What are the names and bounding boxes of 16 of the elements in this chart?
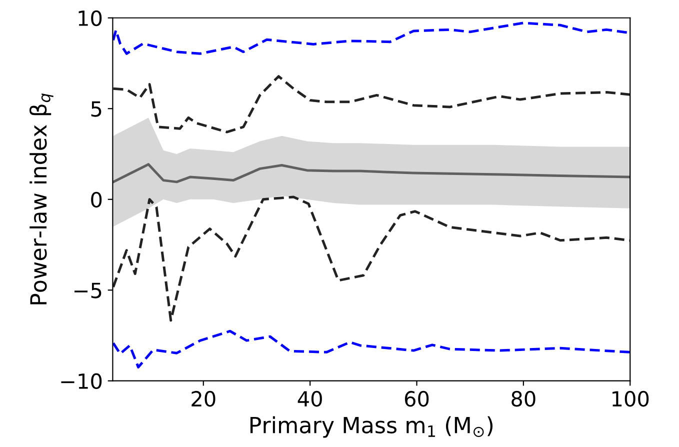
x-tick-label: 80 xyxy=(512,390,536,407)
line-series xyxy=(112,196,630,322)
x-tick-label: 20 xyxy=(192,390,216,407)
x-tick-label: 100 xyxy=(612,390,649,407)
y-tick-label: 0 xyxy=(91,192,102,208)
y-tick-label: 10 xyxy=(78,10,102,26)
x-tick-label: 60 xyxy=(404,390,429,407)
y-axis-title: Power-law index β$_{q}$ xyxy=(29,94,54,304)
x-axis-title: Primary Mass m$_{1}$ (M$_{⊙}$) xyxy=(250,416,493,438)
x-tick-label: 40 xyxy=(298,390,322,407)
y-tick-label: −10 xyxy=(61,373,102,390)
y-tick-label: −5 xyxy=(74,282,102,298)
line-series xyxy=(112,75,630,134)
line-series xyxy=(112,330,630,368)
y-tick-label: 5 xyxy=(91,101,102,117)
line-series xyxy=(112,163,630,184)
